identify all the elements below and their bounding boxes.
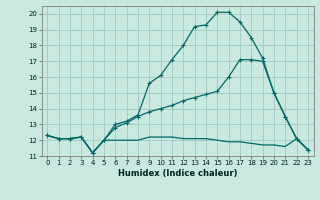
X-axis label: Humidex (Indice chaleur): Humidex (Indice chaleur) xyxy=(118,169,237,178)
